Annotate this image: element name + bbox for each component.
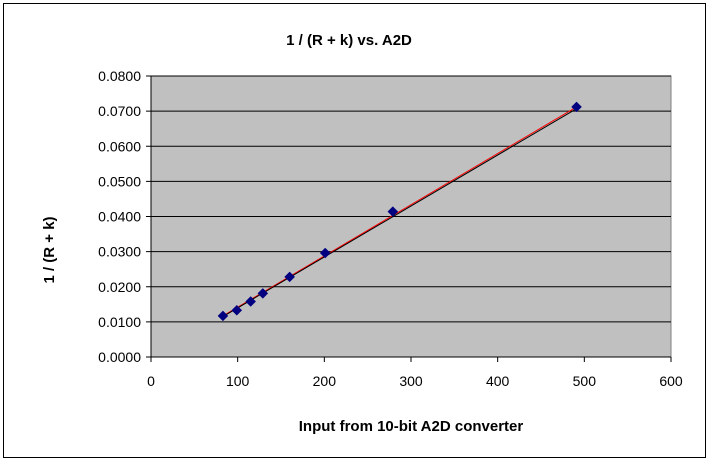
y-tick-label: 0.0300 xyxy=(98,244,141,260)
gridlines xyxy=(151,75,671,323)
y-axis-title: 1 / (R + k) xyxy=(41,216,58,283)
y-tick-label: 0.0700 xyxy=(98,103,141,119)
data-points xyxy=(217,101,582,322)
x-tick-label: 200 xyxy=(313,373,337,389)
trendline xyxy=(222,106,577,317)
data-point-marker xyxy=(284,271,296,283)
y-tick-label: 0.0600 xyxy=(98,138,141,154)
x-tick-label: 500 xyxy=(573,373,597,389)
data-point-marker xyxy=(257,288,269,299)
x-tick-label: 0 xyxy=(147,373,155,389)
axes xyxy=(146,75,672,362)
chart-title: 1 / (R + k) vs. A2D xyxy=(286,32,412,49)
data-point-marker xyxy=(231,304,243,316)
data-point-marker xyxy=(319,247,331,259)
y-tick-label: 0.0200 xyxy=(98,279,141,295)
y-tick-label: 0.0400 xyxy=(98,209,141,225)
x-tick-label: 300 xyxy=(399,373,423,389)
x-axis-title: Input from 10-bit A2D converter xyxy=(299,418,524,435)
data-point-marker xyxy=(217,310,229,322)
x-tick-label: 100 xyxy=(226,373,250,389)
data-point-marker xyxy=(387,206,399,217)
y-tick-label: 0.0100 xyxy=(98,314,141,330)
y-tick-label: 0.0000 xyxy=(98,349,141,365)
data-point-marker xyxy=(571,101,582,113)
trendlines xyxy=(222,106,577,318)
tick-labels: 0.0000 0.0100 0.0200 0.0300 0.0400 0.0500 0.06… xyxy=(98,68,683,389)
y-tick-label: 0.0800 xyxy=(98,68,141,84)
trendline xyxy=(222,108,577,318)
x-tick-label: 600 xyxy=(659,373,683,389)
data-point-marker xyxy=(245,296,257,307)
x-tick-label: 400 xyxy=(486,373,510,389)
y-tick-label: 0.0500 xyxy=(98,173,141,189)
